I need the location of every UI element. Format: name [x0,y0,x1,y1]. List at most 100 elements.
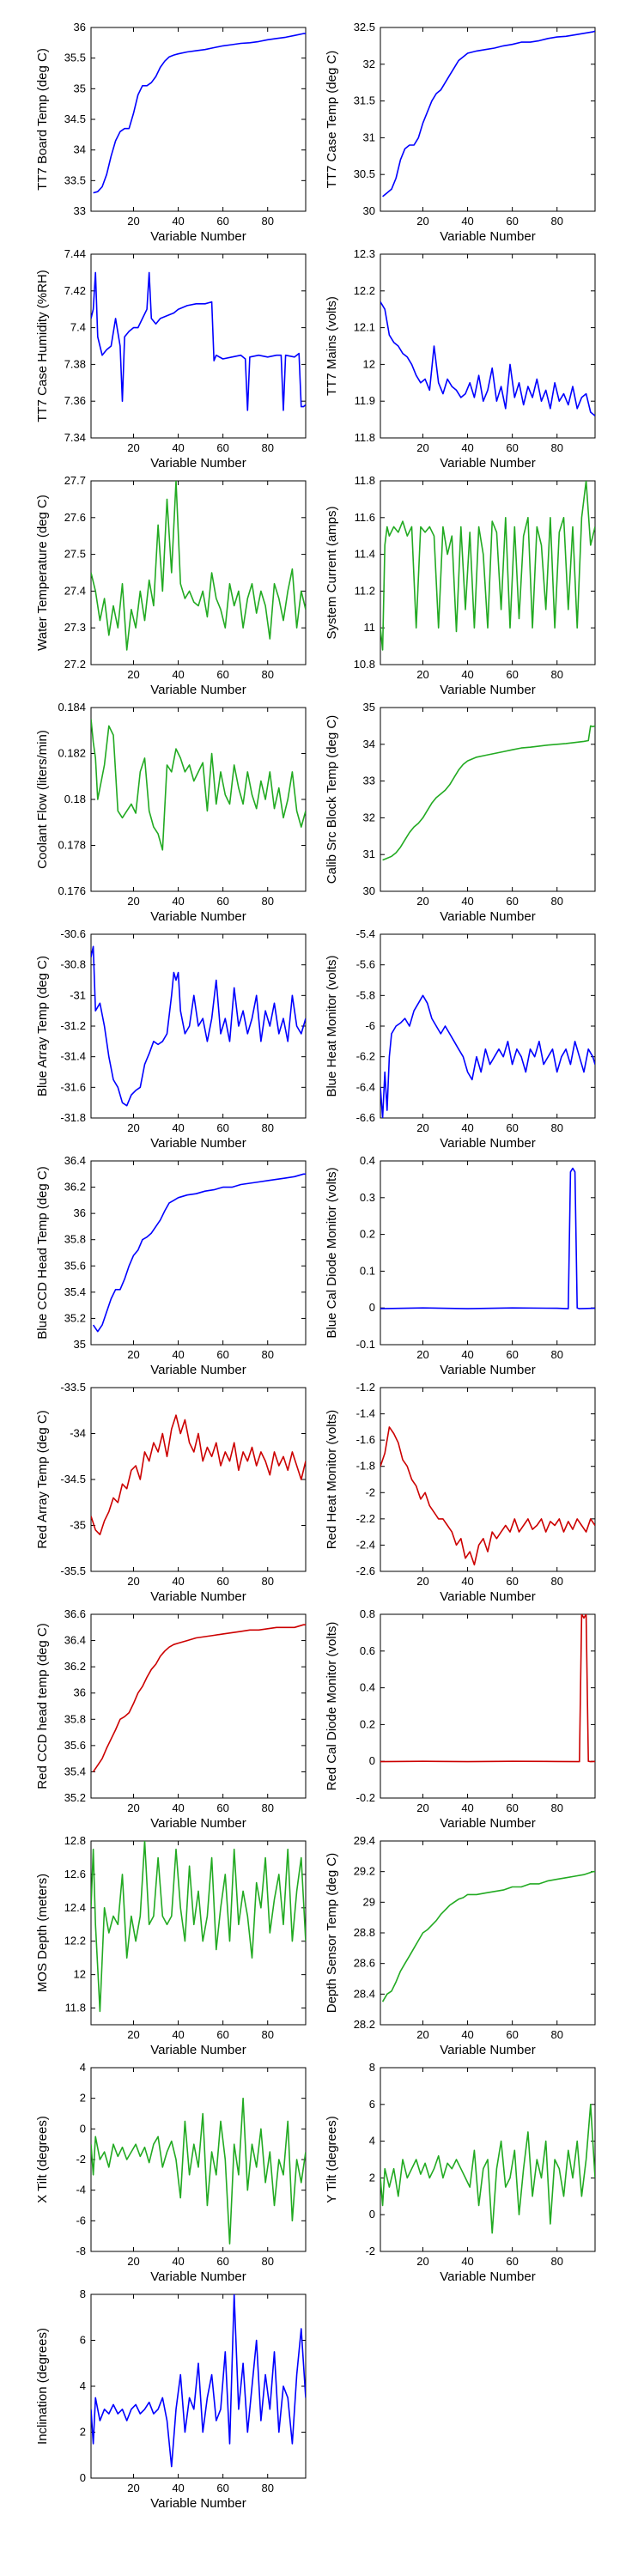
x-axis-label: Variable Number [440,1136,535,1151]
y-tick-label: 28.6 [354,1957,375,1970]
x-tick-label: 40 [172,441,184,454]
x-tick-label: 20 [416,2028,428,2041]
y-axis-label: TT7 Board Temp (deg C) [35,48,50,191]
x-tick-label: 40 [172,2028,184,2041]
y-tick-label: 35.2 [64,1791,86,1804]
plot-frame [90,1160,307,1346]
x-tick-label: 80 [261,895,273,908]
x-tick-label: 20 [127,441,139,454]
y-tick-label: 2 [80,2092,86,2105]
x-tick-label: 60 [506,1348,518,1361]
y-tick-label: 12.1 [354,321,375,334]
y-axis-label: Inclination (degrees) [35,2328,50,2445]
y-tick-label: 31 [363,131,375,143]
y-tick-label: 7.42 [64,284,86,297]
y-tick-label: 0.4 [360,1681,375,1694]
series-line [380,994,595,1118]
x-tick-label: 60 [216,1575,228,1588]
x-tick-label: 60 [506,2028,518,2041]
series-line [380,1426,595,1566]
y-tick-label: 35.6 [64,1259,86,1272]
y-axis-label: Coolant Flow (liters/min) [35,730,50,869]
y-tick-label: 27.4 [64,584,86,597]
chart-panel-5: 27.2 27.3 27.4 27.5 27.6 27.7 20 40 60 80 Variable… [35,474,307,697]
y-axis-label: Blue Array Temp (deg C) [35,956,50,1097]
y-axis-label: Red CCD head temp (deg C) [35,1623,50,1789]
chart-panel-21: 0 2 4 6 8 20 40 60 80 Variable Number Inclination … [35,2287,307,2511]
y-tick-label: 29.4 [354,1834,375,1847]
x-tick-label: 60 [506,895,518,908]
series-line [91,271,306,411]
y-tick-label: 0.1 [360,1264,375,1277]
x-tick-label: 60 [216,441,228,454]
y-tick-label: 36.2 [64,1181,86,1194]
y-tick-label: -35.5 [60,1564,86,1577]
y-tick-label: 12.2 [354,284,375,297]
series-line [380,2104,595,2234]
x-tick-label: 80 [261,2028,273,2041]
y-tick-label: -6 [76,2214,86,2227]
y-tick-label: -35 [70,1519,86,1532]
x-tick-label: 40 [461,1121,473,1134]
plot-frame [90,707,307,892]
y-tick-label: -31.4 [60,1050,86,1063]
y-tick-label: 7.38 [64,357,86,370]
x-tick-label: 60 [216,2482,228,2494]
y-tick-label: 4 [80,2379,86,2392]
y-axis-label: Red Heat Monitor (volts) [325,1410,339,1550]
x-tick-label: 80 [261,215,273,228]
y-tick-label: 0 [80,2471,86,2484]
x-tick-label: 60 [216,1801,228,1814]
plot-frame [380,1387,596,1572]
y-tick-label: 35 [74,82,86,94]
x-tick-label: 20 [416,668,428,681]
x-axis-label: Variable Number [440,456,535,471]
y-tick-label: 11 [364,621,376,634]
y-tick-label: 0.4 [360,1154,375,1167]
x-tick-label: 60 [506,1121,518,1134]
y-tick-label: 36 [74,21,86,33]
y-tick-label: 11.2 [355,584,375,597]
x-tick-label: 80 [550,441,562,454]
x-axis-label: Variable Number [150,2269,246,2284]
chart-panel-8: 30 31 32 33 34 35 20 40 60 80 Variable Number Calib… [325,701,596,924]
series-line [91,945,306,1107]
y-tick-label: -0.1 [356,1338,375,1351]
y-tick-label: 27.2 [64,658,86,671]
y-tick-label: -5.8 [356,988,375,1001]
y-tick-label: -31 [70,988,86,1001]
y-tick-label: 35.4 [64,1285,86,1298]
y-tick-label: 12.3 [354,247,375,260]
x-axis-label: Variable Number [150,1816,246,1831]
x-tick-label: 20 [416,1348,428,1361]
y-axis-label: X Tilt (degrees) [35,2116,50,2203]
y-tick-label: -6.4 [356,1080,375,1093]
y-tick-label: 35.2 [64,1311,86,1324]
y-tick-label: -1.8 [356,1460,375,1473]
y-tick-label: 29 [363,1895,375,1908]
y-tick-label: 35.4 [64,1765,86,1777]
chart-panel-12: -0.1 0 0.1 0.2 0.3 0.4 20 40 60 80 Variable Number… [325,1154,596,1377]
y-tick-label: 34 [74,143,86,156]
y-axis-label: Blue Cal Diode Monitor (volts) [325,1167,339,1338]
y-tick-label: 10.8 [354,658,375,671]
y-tick-label: 35 [363,701,375,714]
x-tick-label: 40 [172,668,184,681]
y-tick-label: 35 [74,1338,86,1351]
y-axis-label: Red Cal Diode Monitor (volts) [325,1622,339,1791]
chart-panel-9: -31.8 -31.6 -31.4 -31.2 -31 -30.8 -30.6 20 40 60 8… [35,927,307,1151]
x-tick-label: 60 [216,1121,228,1134]
x-tick-label: 40 [461,1801,473,1814]
series-line [380,301,595,416]
x-axis-label: Variable Number [150,2043,246,2057]
x-axis-label: Variable Number [150,2496,246,2511]
y-tick-label: 2 [369,2171,375,2184]
y-tick-label: 0.18 [64,793,86,805]
y-tick-label: 28.2 [354,2018,375,2031]
x-tick-label: 60 [506,1575,518,1588]
chart-panel-13: -35.5 -35 -34.5 -34 -33.5 20 40 60 80 Variable Nu… [35,1381,307,1604]
y-axis-label: Blue Heat Monitor (volts) [325,955,339,1097]
x-tick-label: 80 [261,1121,273,1134]
